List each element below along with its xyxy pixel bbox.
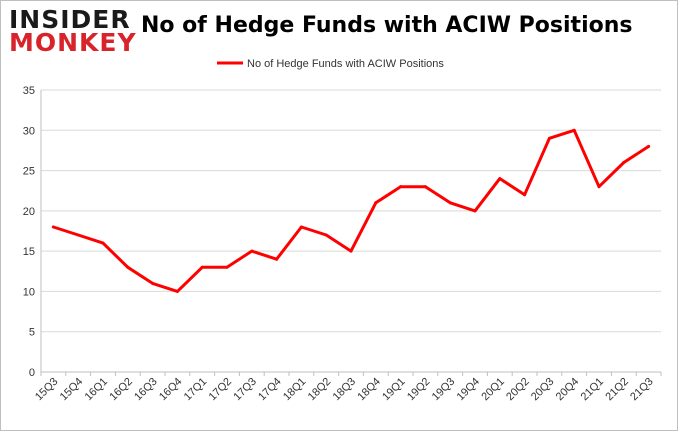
y-tick-label: 20	[23, 206, 35, 218]
x-tick-label: 20Q1	[479, 376, 507, 404]
x-tick-label: 21Q3	[628, 376, 656, 404]
data-point	[250, 249, 254, 253]
data-point	[200, 265, 204, 269]
x-tick-label: 17Q2	[207, 376, 235, 404]
data-point	[622, 161, 626, 165]
data-point	[647, 144, 651, 148]
data-point	[324, 233, 328, 237]
x-tick-label: 18Q2	[306, 376, 334, 404]
y-tick-label: 0	[29, 367, 35, 379]
data-point	[448, 201, 452, 205]
x-tick-label: 19Q4	[455, 376, 483, 404]
data-point	[275, 257, 279, 261]
x-tick-label: 20Q2	[504, 376, 532, 404]
data-point	[473, 209, 477, 213]
x-tick-label: 17Q3	[231, 376, 259, 404]
legend-label: No of Hedge Funds with ACIW Positions	[247, 58, 444, 70]
data-point	[597, 185, 601, 189]
data-point	[126, 265, 130, 269]
x-tick-label: 19Q1	[380, 376, 408, 404]
data-point	[523, 193, 527, 197]
data-point	[299, 225, 303, 229]
y-tick-label: 10	[23, 286, 35, 298]
data-point	[423, 185, 427, 189]
x-tick-label: 17Q4	[256, 376, 284, 404]
y-tick-label: 25	[23, 166, 35, 178]
x-tick-label: 18Q1	[281, 376, 309, 404]
x-tick-label: 18Q3	[331, 376, 359, 404]
x-tick-label: 21Q2	[603, 376, 631, 404]
data-point	[225, 265, 229, 269]
y-tick-label: 35	[23, 85, 35, 97]
x-tick-label: 19Q3	[430, 376, 458, 404]
data-point	[51, 225, 55, 229]
data-point	[399, 185, 403, 189]
insider-monkey-logo: INSIDER MONKEY	[9, 5, 137, 57]
data-point	[498, 177, 502, 181]
logo-top-text: INSIDER	[9, 5, 131, 34]
data-point	[572, 128, 576, 132]
data-point	[349, 249, 353, 253]
x-tick-label: 16Q1	[83, 376, 111, 404]
x-tick-label: 18Q4	[355, 376, 383, 404]
y-tick-label: 5	[29, 327, 35, 339]
x-tick-label: 16Q4	[157, 376, 185, 404]
chart-title: No of Hedge Funds with ACIW Positions	[141, 13, 633, 38]
y-tick-label: 30	[23, 125, 35, 137]
x-tick-label: 17Q1	[182, 376, 210, 404]
x-tick-label: 20Q3	[529, 376, 557, 404]
y-tick-label: 15	[23, 246, 35, 258]
data-point	[374, 201, 378, 205]
data-point	[151, 281, 155, 285]
data-point	[547, 136, 551, 140]
x-tick-label: 16Q2	[107, 376, 135, 404]
x-tick-label: 15Q3	[33, 376, 61, 404]
data-point	[101, 241, 105, 245]
x-tick-label: 21Q1	[579, 376, 607, 404]
logo-bottom-text: MONKEY	[9, 28, 137, 57]
data-point	[76, 233, 80, 237]
x-tick-label: 19Q2	[405, 376, 433, 404]
x-tick-label: 20Q4	[554, 376, 582, 404]
x-tick-label: 16Q3	[132, 376, 160, 404]
data-point	[175, 289, 179, 293]
x-tick-label: 15Q4	[58, 376, 86, 404]
